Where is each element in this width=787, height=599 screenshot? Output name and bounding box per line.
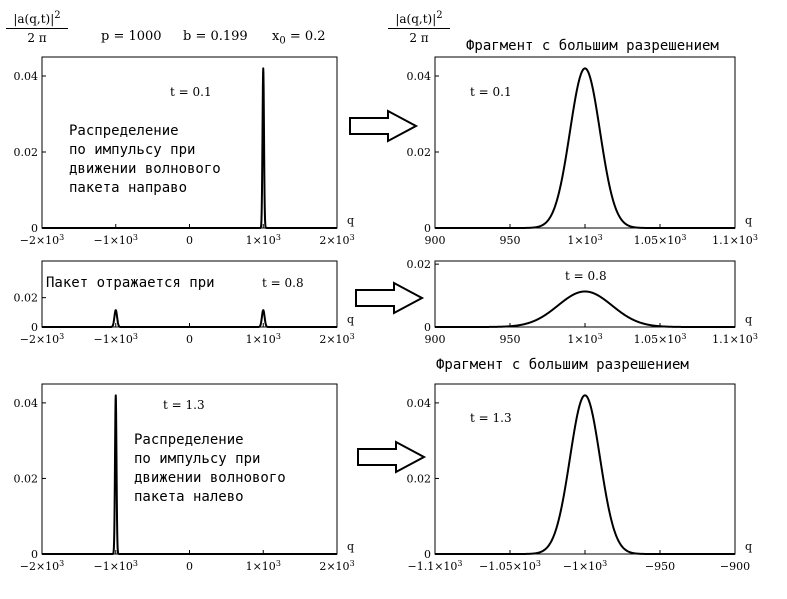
y-tick-label: 0 — [424, 548, 431, 561]
description-reflection: Пакет отражается при — [46, 275, 215, 291]
x-axis-label: q — [745, 313, 752, 326]
x-tick-label: 1×103 — [246, 233, 281, 248]
plot-frame — [434, 383, 736, 555]
plot-frame — [41, 56, 338, 229]
x-tick-label: 1×103 — [246, 332, 281, 347]
x-tick-label: −1×103 — [93, 559, 138, 574]
fragment-title-top: Фрагмент с большим разрешением — [466, 38, 719, 54]
y-tick-label: 0 — [31, 222, 38, 235]
left-formula-power: 2 — [54, 10, 61, 21]
y-tick-label: 0.04 — [14, 70, 39, 83]
y-tick-label: 0 — [424, 321, 431, 334]
x-tick-label: −1.1×103 — [407, 559, 462, 574]
x-tick-label: 0 — [186, 234, 193, 247]
x-tick-label: 2×103 — [319, 559, 354, 574]
time-label: t = 0.8 — [262, 276, 304, 290]
x-tick-label: 2×103 — [319, 332, 354, 347]
param-p: p = 1000 — [101, 29, 162, 44]
series-line — [41, 67, 338, 229]
x-tick-label: −2×103 — [20, 233, 65, 248]
time-label: t = 1.3 — [470, 411, 512, 425]
param-b: b = 0.199 — [183, 29, 248, 44]
chart-p2: 900 950 1×103 1.05×103 1.1×103 0 0.02 0.04 q t = … — [407, 56, 758, 248]
right-formula-numerator: |a(q,t)| — [395, 12, 437, 26]
x-axis-label: q — [347, 214, 354, 227]
param-x0: x0 = 0.2 — [272, 30, 326, 47]
x-tick-label: 1.05×103 — [634, 332, 687, 347]
y-tick-label: 0.02 — [407, 258, 432, 271]
x-tick-label: 950 — [500, 333, 521, 346]
series-line — [41, 309, 338, 328]
right-formula-power: 2 — [436, 10, 443, 21]
chart-p3: −2×103 −1×103 0 1×103 2×103 0 0.02 q t = 0.8 — [14, 260, 355, 347]
x-tick-label: −900 — [720, 560, 750, 573]
x-tick-label: −950 — [645, 560, 675, 573]
y-tick-label: 0.04 — [14, 397, 39, 410]
x-tick-label: 1.1×103 — [712, 332, 758, 347]
x-tick-label: −1×103 — [93, 332, 138, 347]
fragment-title-bottom: Фрагмент с большим разрешением — [436, 357, 689, 373]
x-tick-label: −2×103 — [20, 559, 65, 574]
time-label: t = 0.1 — [170, 85, 212, 99]
x-axis-label: q — [347, 313, 354, 326]
y-tick-label: 0.02 — [407, 472, 432, 485]
y-tick-label: 0.04 — [407, 70, 432, 83]
param-x0-symbol: x — [272, 29, 280, 44]
left-formula-denominator: 2 π — [27, 31, 47, 45]
chart-p6: −1.1×103 −1.05×103 −1×103 −950 −900 0 0.02 0.04… — [407, 383, 752, 574]
x-tick-label: −1×103 — [563, 559, 608, 574]
y-tick-label: 0.02 — [14, 472, 39, 485]
x-tick-label: 0 — [186, 333, 193, 346]
x-tick-label: 900 — [425, 333, 446, 346]
y-tick-label: 0.02 — [407, 146, 432, 159]
right-formula: |a(q,t)|2 2 π — [388, 10, 450, 45]
x-tick-label: 950 — [500, 234, 521, 247]
y-tick-label: 0.02 — [14, 146, 39, 159]
y-tick-label: 0 — [424, 222, 431, 235]
series-line — [434, 67, 736, 229]
x-tick-label: 1×103 — [567, 332, 602, 347]
description-right-moving: Распределение по импульсу при движении в… — [69, 123, 221, 196]
x-tick-label: 900 — [425, 234, 446, 247]
y-tick-label: 0.02 — [14, 292, 39, 305]
x-tick-label: 1×103 — [246, 559, 281, 574]
param-x0-subscript: 0 — [279, 35, 286, 47]
x-tick-label: 1.1×103 — [712, 233, 758, 248]
left-formula: |a(q,t)|2 2 π — [6, 10, 68, 45]
x-tick-label: 1×103 — [567, 233, 602, 248]
series-line — [434, 290, 736, 328]
right-formula-denominator: 2 π — [409, 31, 429, 45]
chart-p5: −2×103 −1×103 0 1×103 2×103 0 0.02 0.04 q t = 1.3 — [14, 383, 355, 574]
plot-frame — [434, 56, 736, 229]
x-axis-label: q — [745, 540, 752, 553]
chart-p1: −2×103 −1×103 0 1×103 2×103 0 0.02 0.04 q t = 0.1 — [14, 56, 355, 248]
chart-p4: 900 950 1×103 1.05×103 1.1×103 0 0.02 q t = 0.8 — [407, 258, 758, 346]
x-tick-label: −2×103 — [20, 332, 65, 347]
plot-frame — [41, 260, 338, 328]
time-label: t = 0.1 — [470, 85, 512, 99]
series-line — [41, 394, 338, 555]
x-tick-label: −1.05×103 — [479, 559, 541, 574]
time-label: t = 1.3 — [163, 398, 205, 412]
x-tick-label: 2×103 — [319, 233, 354, 248]
x-axis-label: q — [347, 540, 354, 553]
x-tick-label: −1×103 — [93, 233, 138, 248]
x-tick-label: 1.05×103 — [634, 233, 687, 248]
param-x0-value: = 0.2 — [289, 29, 326, 44]
y-tick-label: 0.04 — [407, 397, 432, 410]
x-axis-label: q — [745, 214, 752, 227]
y-tick-label: 0 — [31, 548, 38, 561]
x-tick-label: 0 — [186, 560, 193, 573]
left-formula-numerator: |a(q,t)| — [13, 12, 55, 26]
series-line — [434, 394, 736, 555]
y-tick-label: 0 — [31, 321, 38, 334]
time-label: t = 0.8 — [565, 269, 607, 283]
description-left-moving: Распределение по импульсу при движении в… — [134, 432, 286, 505]
